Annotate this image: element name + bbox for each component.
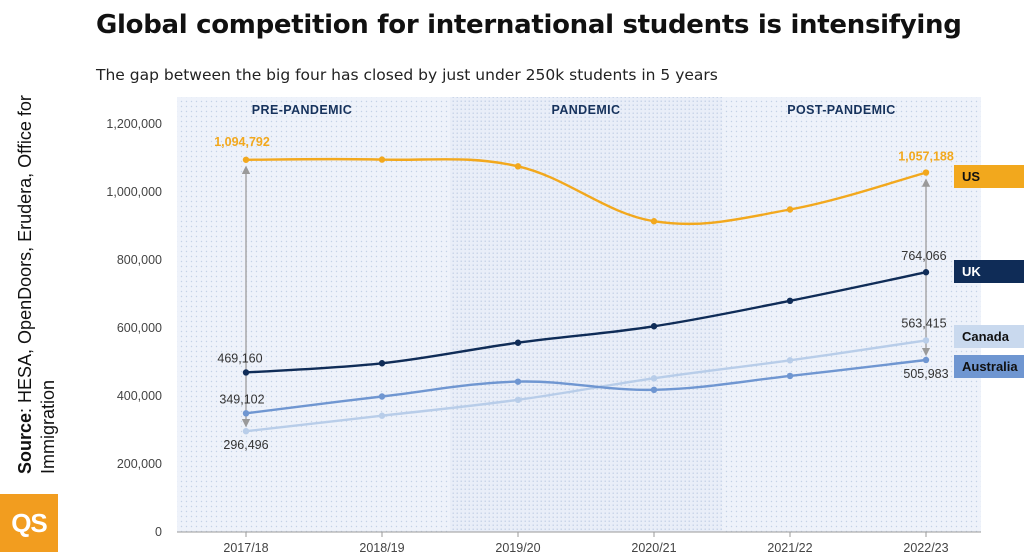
data-point-canada — [650, 375, 658, 382]
phase-label: PANDEMIC — [552, 103, 621, 117]
data-point-uk — [242, 369, 250, 376]
data-point-australia — [922, 356, 930, 364]
phase-band-post-pandemic — [722, 97, 981, 532]
y-tick-label: 1,200,000 — [106, 117, 162, 131]
data-point-australia — [242, 410, 250, 417]
data-point-canada — [378, 412, 386, 419]
x-tick-label: 2019/20 — [495, 541, 540, 555]
series-line-canada — [245, 339, 927, 433]
data-point-us — [650, 218, 658, 225]
data-point-australia — [378, 393, 386, 400]
chart-subtitle: The gap between the big four has closed … — [96, 66, 718, 84]
data-point-canada — [922, 337, 930, 344]
data-point-canada — [514, 396, 522, 404]
series-line-us — [245, 157, 927, 226]
data-point-canada — [242, 427, 250, 435]
qs-logo: QS — [0, 494, 58, 552]
data-point-us — [786, 206, 794, 213]
data-label-uk: 469,160 — [217, 351, 262, 365]
data-labels: 1,094,792 1,057,188 469,160 764,066 349,102 5… — [214, 135, 954, 452]
gap-arrows — [241, 165, 931, 428]
y-tick-label: 400,000 — [117, 389, 162, 403]
data-label-uk: 764,066 — [901, 249, 946, 263]
data-point-australia — [650, 386, 658, 394]
phase-band-pandemic — [450, 97, 722, 532]
x-tick-label: 2020/21 — [631, 541, 676, 555]
legend-tag-us: US — [954, 165, 1024, 188]
y-tick-label: 0 — [155, 525, 162, 539]
data-point-australia — [786, 372, 794, 380]
phase-label: POST-PANDEMIC — [787, 103, 895, 117]
data-point-canada — [786, 357, 794, 364]
phase-bands: PRE-PANDEMIC PANDEMIC POST-PANDEMIC — [177, 97, 981, 532]
data-label-australia: 505,983 — [903, 367, 948, 381]
y-tick-label: 200,000 — [117, 457, 162, 471]
data-label-australia: 349,102 — [219, 392, 264, 406]
data-point-us — [514, 163, 522, 170]
phase-label: PRE-PANDEMIC — [252, 103, 352, 117]
data-label-us: 1,094,792 — [214, 135, 270, 149]
data-point-uk — [650, 323, 658, 330]
x-tick-label: 2021/22 — [767, 541, 812, 555]
data-point-uk — [922, 269, 930, 276]
data-point-us — [922, 169, 930, 176]
data-point-australia — [514, 378, 522, 385]
x-tick-label: 2018/19 — [359, 541, 404, 555]
data-label-us: 1,057,188 — [898, 150, 954, 164]
data-point-us — [242, 156, 250, 163]
data-label-canada: 563,415 — [901, 316, 946, 330]
axes: 0 200,000 400,000 600,000 800,000 1,000,000 1,… — [106, 117, 981, 555]
series-line-uk — [245, 271, 927, 374]
y-tick-label: 1,000,000 — [106, 185, 162, 199]
legend-tag-canada: Canada — [954, 325, 1024, 348]
data-point-us — [378, 156, 386, 163]
y-tick-label: 800,000 — [117, 253, 162, 267]
x-tick-label: 2017/18 — [223, 541, 268, 555]
phase-band-pre-pandemic — [177, 97, 450, 532]
legend-tag-uk: UK — [954, 260, 1024, 283]
data-point-uk — [514, 339, 522, 346]
y-tick-label: 600,000 — [117, 321, 162, 335]
legend-tag-australia: Australia — [954, 355, 1024, 378]
series-line-australia — [245, 358, 927, 415]
chart-title: Global competition for international stu… — [96, 10, 962, 40]
data-point-uk — [378, 360, 386, 367]
x-tick-label: 2022/23 — [903, 541, 948, 555]
data-label-canada: 296,496 — [223, 438, 268, 452]
data-point-uk — [786, 297, 794, 305]
series-lines — [242, 156, 930, 435]
